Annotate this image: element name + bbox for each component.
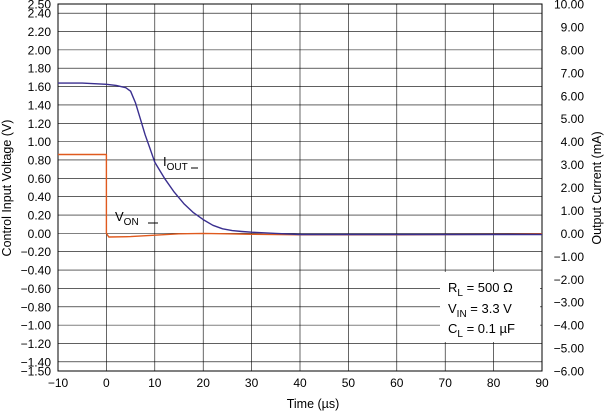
y-right-tick-label: −1.00 [554,250,585,264]
y-left-tick-label: 2.50 [28,0,52,12]
y-left-tick-label: 1.20 [28,117,52,131]
y-right-tick-label: 5.00 [561,112,585,126]
y-right-tick-label: −4.00 [554,319,585,333]
y-axis-title-left: Control Input Voltage (V) [0,120,14,257]
y-left-tick-label: 2.00 [28,43,52,57]
y-right-tick-label: 3.00 [561,158,585,172]
y-right-tick-label: 8.00 [561,43,585,57]
y-left-tick-label: −1.40 [21,355,52,369]
series-label-von: VON [115,209,139,228]
y-right-tick-label: 7.00 [561,66,585,80]
x-tick-label: 90 [535,376,549,390]
x-tick-label: 30 [245,376,259,390]
x-tick-label: 40 [293,376,307,390]
y-left-tick-label: −0.20 [21,245,52,259]
y-left-tick-label: 0.20 [28,209,52,223]
series-layer [58,82,543,238]
y-axis-title-right: Output Current (mA) [590,131,604,244]
plot-frame [57,3,543,372]
y-right-tick-label: −6.00 [554,365,585,379]
y-right-tick-label: 0.00 [561,227,585,241]
series-label-iout: IOUT [163,154,188,173]
y-left-tick-label: −0.80 [21,300,52,314]
tick-labels: −10 0 10 20 30 40 50 60 70 80 90 2.502.40 2.20 2.00 1.… [21,0,585,390]
svg-text:VON: VON [115,209,139,228]
y-right-tick-label: 10.00 [554,0,584,12]
y-left-tick-label: −0.60 [21,282,52,296]
x-tick-label: 10 [148,376,162,390]
y-right-tick-label: −5.00 [554,342,585,356]
y-right-tick-label: 9.00 [561,20,585,34]
y-left-tick-label: 1.40 [28,98,52,112]
y-right-tick-label: 1.00 [561,204,585,218]
y-left-tick-label: −0.40 [21,264,52,278]
annotation-cl: CL = 0.1 µF [448,321,515,340]
x-tick-label: 50 [342,376,356,390]
series-line-iout [58,82,542,236]
annotation-box [440,272,540,342]
annotation-vin: VIN = 3.3 V [448,301,512,320]
svg-text:IOUT: IOUT [163,154,188,173]
y-right-tick-label: 4.00 [561,135,585,149]
y-left-tick-label: −1.20 [21,337,52,351]
y-right-tick-label: 6.00 [561,89,585,103]
x-tick-label: 80 [487,376,501,390]
x-axis-title: Time (µs) [287,397,340,411]
y-left-tick-label: 2.40 [28,7,52,21]
y-left-tick-label: 0.60 [28,172,52,186]
y-left-tick-label: 1.80 [28,62,52,76]
x-tick-label: −10 [48,376,69,390]
x-tick-label: 20 [197,376,211,390]
y-left-tick-label: 2.20 [28,25,52,39]
x-tick-label: 70 [439,376,453,390]
y-right-tick-label: −3.00 [554,296,585,310]
y-left-tick-label: 1.00 [28,135,52,149]
y-right-tick-label: −2.00 [554,273,585,287]
y-left-tick-label: 0.00 [28,227,52,241]
x-tick-label: 60 [390,376,404,390]
y-left-tick-label: −1.50 [21,365,52,379]
y-left-tick-label: −1.00 [21,319,52,333]
x-tick-label: 0 [103,376,110,390]
y-right-tick-label: 2.00 [561,181,585,195]
annotation-rl: RL = 500 Ω [448,280,513,299]
y-left-tick-label: 1.60 [28,80,52,94]
y-left-tick-label: 0.40 [28,190,52,204]
y-left-tick-label: 0.80 [28,153,52,167]
